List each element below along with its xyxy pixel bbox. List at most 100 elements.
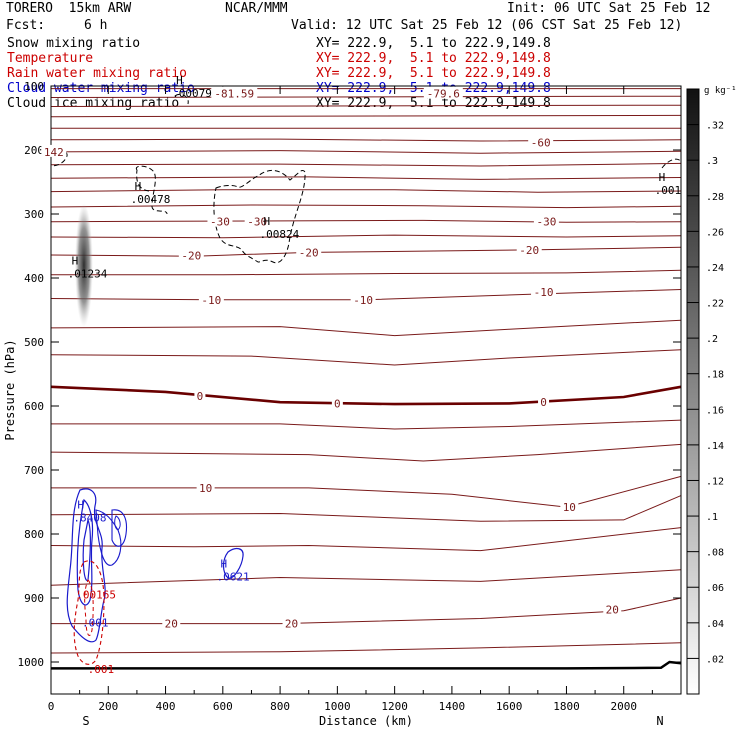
isotherm — [50, 642, 682, 654]
colorbar-tick-label: .12 — [706, 476, 724, 487]
temperature-contour-label: 10 — [563, 501, 576, 514]
temperature-contour-label: -30 — [210, 216, 230, 229]
cloud-water-contour — [82, 517, 91, 581]
cloud-water-contour — [95, 509, 122, 566]
temperature-label-background — [282, 616, 301, 629]
rain-water-contour — [84, 579, 94, 636]
field-xy-snow: XY= 222.9, 5.1 to 222.9,149.8 — [316, 36, 551, 51]
temperature-contour-label: -20 — [181, 250, 201, 263]
temperature-label-background — [531, 285, 557, 298]
temperature-label-background — [296, 245, 322, 258]
cloud-ice-contour — [135, 165, 168, 215]
colorbar-tick-label: .3 — [706, 156, 718, 167]
colorbar-tick-label: .02 — [706, 654, 724, 665]
temperature-contour-label: 0 — [197, 390, 204, 403]
temperature-contour-label: -20 — [519, 244, 539, 257]
x-tick-label: 1800 — [553, 700, 580, 713]
temperature-label-background — [538, 395, 550, 408]
temperature-label-background — [244, 214, 270, 227]
colorbar-unit-label: g kg⁻¹ — [704, 86, 737, 96]
snow-mixing-ratio-shading — [74, 203, 93, 328]
y-tick-label: 200 — [24, 144, 44, 157]
isotherm — [51, 475, 682, 508]
y-tick-label: 300 — [24, 208, 44, 221]
x-tick-label: 600 — [213, 700, 233, 713]
extremum-value-label: .01234 — [68, 268, 108, 281]
forecast-hours: 6 h — [84, 18, 108, 33]
model-title: TORERO 15km ARW — [6, 1, 132, 16]
valid-time: Valid: 12 UTC Sat 25 Feb 12 (06 CST Sat … — [291, 18, 683, 33]
extremum-marker: H — [264, 215, 271, 228]
temperature-contour-label: -81.59 — [214, 88, 254, 101]
extremum-marker: H — [659, 171, 666, 184]
x-tick-label: 200 — [98, 700, 118, 713]
forecast-label: Fcst: — [6, 18, 46, 33]
temperature-label-background — [603, 602, 622, 615]
surface-terrain-line — [51, 660, 682, 670]
colorbar-tick-label: .14 — [706, 441, 724, 452]
cloud-ice-contour — [174, 93, 189, 105]
temperature-label-background — [423, 86, 463, 99]
field-name-rain: Rain water mixing ratio — [7, 66, 188, 81]
y-tick-label: 900 — [24, 592, 44, 605]
colorbar-tick-label: .1 — [706, 512, 718, 523]
temperature-label-background — [528, 135, 554, 148]
extremum-value-label: .8408 — [73, 512, 106, 525]
temperature-contour-label: 0 — [334, 397, 341, 410]
temperature-label-background — [178, 248, 204, 261]
temperature-contour-label: -79.6 — [427, 88, 460, 101]
temperature-contour-label: -30 — [247, 216, 267, 229]
field-xy-cloud-ice: XY= 222.9, 5.1 to 222.9,149.8 — [316, 96, 551, 111]
temperature-label-background — [198, 292, 224, 305]
rain-water-contour — [73, 560, 105, 665]
isotherm — [50, 162, 682, 167]
extremum-value-label: .00478 — [131, 193, 171, 206]
colorbar-tick-label: .26 — [706, 227, 724, 238]
extremum-marker: H — [221, 557, 228, 570]
temperature-label-background — [194, 388, 206, 401]
extremum-marker: H — [176, 74, 183, 87]
extremum-value-label: .00165 — [76, 588, 116, 601]
cloud-water-contour — [66, 488, 106, 643]
temperature-contour-label: 20 — [165, 618, 178, 631]
isotherm — [50, 569, 682, 586]
isotherm — [50, 219, 682, 223]
temperature-contour-label: 142 — [44, 146, 64, 159]
x-tick-label: 800 — [270, 700, 290, 713]
isotherm — [51, 419, 682, 430]
temperature-contour-label: 20 — [606, 604, 619, 617]
isotherm — [50, 138, 682, 142]
colorbar-tick-label: .16 — [706, 405, 724, 416]
y-tick-label: 700 — [24, 464, 44, 477]
isotherm — [51, 597, 682, 625]
x-tick-label: 1600 — [496, 700, 523, 713]
extremum-value-label: .00079 — [172, 87, 212, 100]
x-axis-label: Distance (km) — [319, 714, 413, 728]
y-tick-label: 600 — [24, 400, 44, 413]
start-point-label: S — [82, 714, 89, 728]
cloud-water-contour — [76, 498, 94, 606]
x-tick-label: 0 — [48, 700, 55, 713]
isotherm — [51, 269, 682, 276]
temperature-label-background — [196, 480, 215, 493]
field-xy-rain: XY= 222.9, 5.1 to 222.9,149.8 — [316, 66, 551, 81]
temperature-contour-label: 0 — [540, 396, 547, 409]
extremum-value-label: .001 — [88, 663, 115, 676]
field-name-temperature: Temperature — [7, 51, 94, 66]
isotherm — [50, 204, 682, 209]
isotherm — [50, 495, 682, 522]
isotherm — [50, 443, 682, 462]
cloud-ice-contour — [661, 158, 682, 169]
isotherm — [50, 95, 682, 98]
isotherm — [50, 114, 682, 118]
colorbar — [686, 88, 700, 695]
colorbar-tick-label: .18 — [706, 370, 724, 381]
y-tick-label: 100 — [24, 80, 44, 93]
cloud-water-contour — [114, 515, 121, 531]
isotherm — [50, 189, 682, 193]
x-tick-label: 1400 — [439, 700, 466, 713]
end-point-label: N — [656, 714, 663, 728]
temperature-label-background — [533, 214, 559, 227]
y-tick-label: 1000 — [18, 656, 45, 669]
y-tick-label: 800 — [24, 528, 44, 541]
